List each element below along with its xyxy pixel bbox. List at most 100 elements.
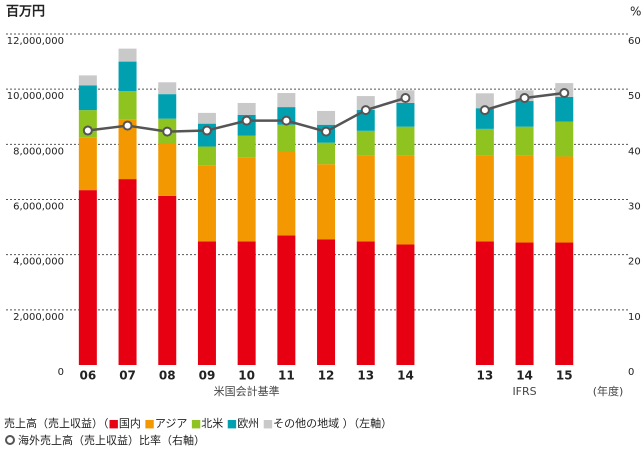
x-tick-label: 06 xyxy=(79,369,96,383)
y-tick-label: 2,000,000 xyxy=(13,312,64,323)
y-tick-label: 8,000,000 xyxy=(13,146,64,157)
bar-segment xyxy=(396,155,415,245)
line-marker xyxy=(519,92,530,103)
bar-segment xyxy=(197,146,216,166)
x-unit: (年度) xyxy=(593,384,624,398)
bar-segment xyxy=(118,91,137,120)
bar-segment xyxy=(197,112,216,124)
bar-segment xyxy=(515,101,534,127)
legend-label: 北米 xyxy=(201,417,223,430)
x-tick-label: 13 xyxy=(357,369,374,383)
bar-segment xyxy=(475,241,494,365)
legend: 売上高（売上収益）（■国内 ■アジア ■北米 ■欧州 ■その他の地域 ）（左軸） xyxy=(4,416,392,430)
bar-segment xyxy=(237,135,256,158)
bar-segment xyxy=(555,96,574,122)
legend-label: アジア xyxy=(155,417,188,430)
y-tick-label: 12,000,000 xyxy=(7,36,64,47)
bar-segment xyxy=(396,102,415,127)
line-marker xyxy=(241,115,252,126)
bar-segment xyxy=(118,61,137,92)
legend-label: 海外売上高（売上収益）比率（右軸） xyxy=(18,433,205,447)
x-tick-label: 11 xyxy=(278,369,295,383)
bar-segment xyxy=(396,126,415,156)
bar-segment xyxy=(237,102,256,115)
x-tick-label: 12 xyxy=(318,369,335,383)
bar-segment xyxy=(515,126,534,156)
line-marker xyxy=(281,115,292,126)
legend-prefix: 売上高（売上収益）（ xyxy=(4,416,109,430)
x-tick-label: 14 xyxy=(516,369,533,383)
group-label: 米国会計基準 xyxy=(214,384,280,398)
bar-segment xyxy=(356,109,375,131)
line-marker xyxy=(479,105,490,116)
bar-segment xyxy=(515,242,534,365)
bar-segment xyxy=(118,179,137,365)
bar-segment xyxy=(555,121,574,157)
bar-segment xyxy=(78,85,97,111)
bar-segment xyxy=(317,142,336,165)
y2-tick-label: 40 xyxy=(628,146,641,157)
bar-segment xyxy=(277,93,296,108)
bar-segment xyxy=(515,155,534,243)
line-marker xyxy=(360,105,371,116)
line-marker xyxy=(162,126,173,137)
y-axis-label: 百万円 xyxy=(6,5,45,20)
y2-axis-label: % xyxy=(630,5,641,19)
y2-tick-label: 50 xyxy=(628,91,641,102)
x-tick-label: 08 xyxy=(159,369,176,383)
legend-swatch: ■ xyxy=(227,417,237,430)
bar-segment xyxy=(317,239,336,365)
bar-segment xyxy=(396,244,415,365)
bar-segment xyxy=(78,190,97,365)
bar-segment xyxy=(78,75,97,86)
bar-segment xyxy=(317,110,336,125)
bar-segment xyxy=(197,241,216,365)
y2-tick-label: 0 xyxy=(628,367,634,378)
bar-segment xyxy=(555,242,574,365)
y2-tick-label: 30 xyxy=(628,202,641,213)
legend-label: その他の地域 xyxy=(273,417,339,430)
y-tick-label: 10,000,000 xyxy=(7,91,64,102)
x-tick-label: 09 xyxy=(199,369,216,383)
bar-segment xyxy=(475,155,494,242)
bar-segment xyxy=(356,96,375,110)
line-marker xyxy=(559,88,570,99)
bar-segment xyxy=(197,165,216,242)
y-tick-label: 6,000,000 xyxy=(13,202,64,213)
bar-segment xyxy=(356,130,375,156)
bar-segment xyxy=(555,156,574,243)
x-tick-label: 13 xyxy=(476,369,493,383)
line-marker xyxy=(82,125,93,136)
line-marker xyxy=(400,92,411,103)
bar-segment xyxy=(237,241,256,365)
legend-label: 国内 xyxy=(119,416,141,430)
bar-segment xyxy=(237,157,256,242)
legend-swatch: ■ xyxy=(191,417,201,430)
legend-swatch: ■ xyxy=(109,417,119,430)
bar-segment xyxy=(475,108,494,129)
x-tick-label: 07 xyxy=(119,369,136,383)
line-marker xyxy=(122,120,133,131)
bar-segment xyxy=(158,94,177,119)
legend-marker xyxy=(5,435,15,445)
bar-segment xyxy=(277,235,296,365)
bar-segment xyxy=(356,155,375,242)
y-tick-label: 0 xyxy=(58,367,64,378)
legend-swatch: ■ xyxy=(144,417,154,430)
legend-swatch: ■ xyxy=(263,417,273,430)
group-label: IFRS xyxy=(512,385,536,398)
y2-tick-label: 10 xyxy=(628,312,641,323)
line-marker xyxy=(321,126,332,137)
bar-segment xyxy=(475,128,494,156)
bar-segment xyxy=(78,137,97,191)
bar-segment xyxy=(158,143,177,196)
bar-segment xyxy=(118,48,137,62)
x-tick-label: 15 xyxy=(556,369,573,383)
bar-segment xyxy=(158,82,177,95)
y2-tick-label: 20 xyxy=(628,257,641,268)
y2-tick-label: 60 xyxy=(628,36,641,47)
legend-suffix: ）（左軸） xyxy=(343,416,393,430)
x-tick-label: 14 xyxy=(397,369,414,383)
y-tick-label: 4,000,000 xyxy=(13,257,64,268)
